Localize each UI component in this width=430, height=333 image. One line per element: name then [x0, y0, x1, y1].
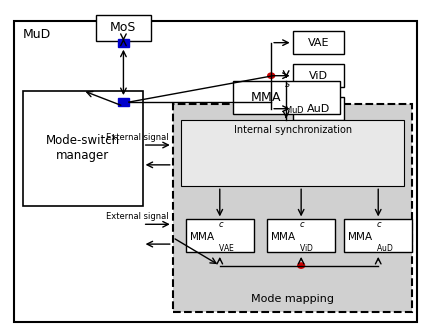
FancyBboxPatch shape — [292, 31, 343, 54]
FancyBboxPatch shape — [343, 219, 412, 252]
FancyBboxPatch shape — [292, 64, 343, 87]
FancyBboxPatch shape — [181, 120, 403, 186]
Text: $\mathrm{MMA}$: $\mathrm{MMA}$ — [188, 230, 215, 242]
Text: $\mathrm{ViD}$: $\mathrm{ViD}$ — [298, 242, 313, 253]
Text: Mode-switch
manager: Mode-switch manager — [46, 134, 120, 163]
Text: Mode mapping: Mode mapping — [251, 294, 333, 304]
FancyBboxPatch shape — [266, 219, 335, 252]
Text: $\mathrm{MMA}$: $\mathrm{MMA}$ — [249, 91, 281, 104]
FancyBboxPatch shape — [95, 15, 151, 41]
Text: Internal synchronization: Internal synchronization — [233, 125, 351, 135]
FancyBboxPatch shape — [185, 219, 253, 252]
Text: $s$: $s$ — [283, 79, 290, 89]
Text: $c$: $c$ — [375, 220, 382, 229]
FancyBboxPatch shape — [172, 104, 412, 312]
FancyBboxPatch shape — [23, 91, 142, 206]
FancyBboxPatch shape — [232, 81, 339, 114]
Circle shape — [297, 263, 304, 268]
Text: $\mathrm{MMA}$: $\mathrm{MMA}$ — [269, 230, 296, 242]
FancyBboxPatch shape — [118, 98, 129, 106]
Text: AuD: AuD — [306, 104, 329, 114]
Text: ViD: ViD — [308, 71, 327, 81]
Text: External signal: External signal — [106, 212, 169, 221]
FancyBboxPatch shape — [118, 39, 129, 47]
Text: $\mathrm{MuD}$: $\mathrm{MuD}$ — [283, 105, 304, 116]
Text: $c$: $c$ — [298, 220, 305, 229]
Text: $\mathrm{AuD}$: $\mathrm{AuD}$ — [375, 242, 393, 253]
Text: MuD: MuD — [23, 28, 51, 41]
Circle shape — [267, 73, 274, 78]
Text: MoS: MoS — [110, 21, 136, 34]
FancyBboxPatch shape — [14, 21, 416, 322]
FancyBboxPatch shape — [292, 97, 343, 120]
Text: $\mathrm{VAE}$: $\mathrm{VAE}$ — [217, 242, 234, 253]
Text: VAE: VAE — [307, 38, 328, 48]
Text: $\mathrm{MMA}$: $\mathrm{MMA}$ — [346, 230, 373, 242]
Text: $c$: $c$ — [217, 220, 224, 229]
Text: External signal: External signal — [106, 133, 169, 142]
